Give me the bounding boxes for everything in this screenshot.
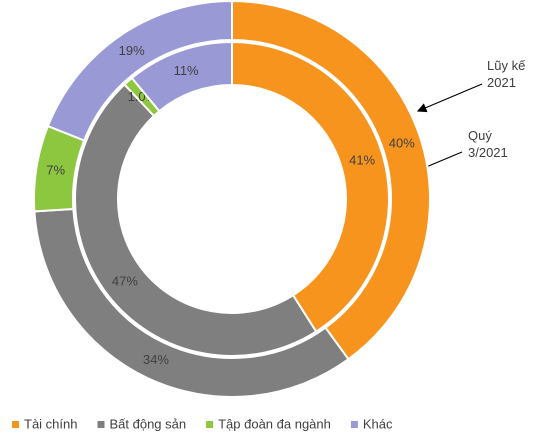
donut-segment — [231, 40, 390, 333]
legend-label: Tài chính — [24, 416, 77, 431]
data-label: 11% — [174, 63, 199, 78]
data-label: 47% — [112, 273, 138, 288]
legend-label: Tập đoàn đa ngành — [218, 416, 331, 431]
data-label: 34% — [143, 352, 169, 367]
data-label: 40% — [389, 135, 415, 150]
legend-swatch — [97, 421, 105, 428]
legend-swatch — [350, 421, 358, 428]
ring-annotation: Quý 3/2021 — [468, 128, 508, 160]
donut-segment — [46, 0, 233, 142]
data-label: 41% — [349, 153, 375, 168]
legend-label: Khác — [363, 416, 393, 431]
legend-swatch — [206, 421, 214, 428]
donut-segment — [130, 40, 233, 113]
legend-swatch — [12, 421, 19, 428]
data-label: 19% — [119, 43, 145, 58]
legend-label: Bất động sản — [109, 416, 186, 431]
donut-segment — [74, 83, 318, 357]
arrow — [416, 83, 483, 113]
data-label: 7% — [46, 163, 65, 178]
ring-annotation: Lũy kế 2021 — [487, 58, 526, 90]
